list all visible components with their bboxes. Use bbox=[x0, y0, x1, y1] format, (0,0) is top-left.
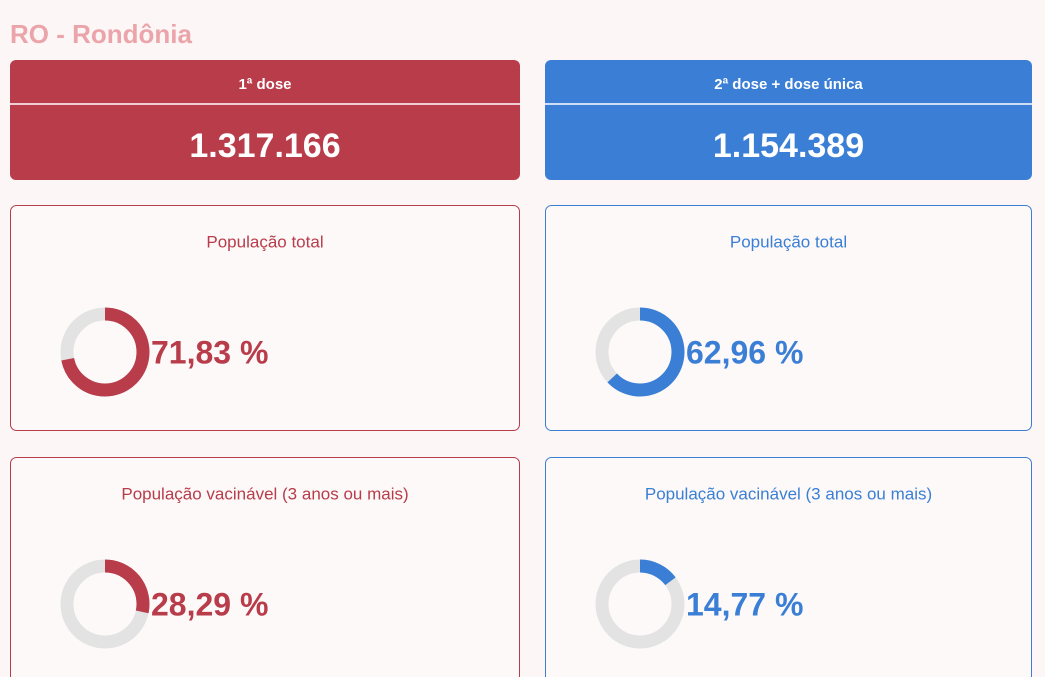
percent-label: 28,29 % bbox=[151, 586, 268, 622]
card-title: População total bbox=[730, 232, 847, 251]
dose-label: 1ª dose bbox=[238, 76, 291, 93]
dose-total: 1.154.389 bbox=[713, 127, 864, 165]
dose-header bbox=[10, 60, 520, 180]
card-title: População vacinável (3 anos ou mais) bbox=[645, 484, 932, 503]
percent-label: 71,83 % bbox=[151, 334, 268, 370]
donut-arc bbox=[60, 559, 150, 649]
page-title: RO - Rondônia bbox=[10, 19, 193, 49]
donut-arc bbox=[595, 307, 685, 397]
card-title: População vacinável (3 anos ou mais) bbox=[121, 484, 408, 503]
dose-header bbox=[545, 60, 1032, 180]
dose-total: 1.317.166 bbox=[189, 127, 340, 165]
percent-label: 62,96 % bbox=[686, 334, 803, 370]
donut-arc bbox=[595, 559, 685, 649]
percent-label: 14,77 % bbox=[686, 586, 803, 622]
dose-label: 2ª dose + dose única bbox=[714, 76, 863, 93]
donut-arc bbox=[60, 307, 150, 397]
card-title: População total bbox=[206, 232, 323, 251]
